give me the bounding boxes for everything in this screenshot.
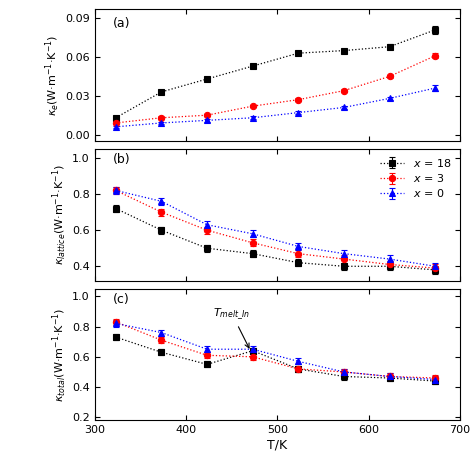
Text: (a): (a) — [113, 17, 130, 30]
X-axis label: T/K: T/K — [267, 438, 287, 451]
Y-axis label: $\kappa_{total}$(W·m$^{-1}$·K$^{-1}$): $\kappa_{total}$(W·m$^{-1}$·K$^{-1}$) — [51, 307, 69, 402]
Legend: $x$ = 18, $x$ = 3, $x$ = 0: $x$ = 18, $x$ = 3, $x$ = 0 — [375, 152, 456, 204]
Text: (c): (c) — [113, 292, 130, 305]
Y-axis label: $\kappa_{e}$(W·m$^{-1}$·K$^{-1}$): $\kappa_{e}$(W·m$^{-1}$·K$^{-1}$) — [44, 35, 63, 116]
Text: $T_{melt\_In}$: $T_{melt\_In}$ — [213, 306, 250, 348]
Text: (b): (b) — [113, 153, 131, 166]
Y-axis label: $\kappa_{lattice}$(W·m$^{-1}$·K$^{-1}$): $\kappa_{lattice}$(W·m$^{-1}$·K$^{-1}$) — [51, 164, 69, 265]
